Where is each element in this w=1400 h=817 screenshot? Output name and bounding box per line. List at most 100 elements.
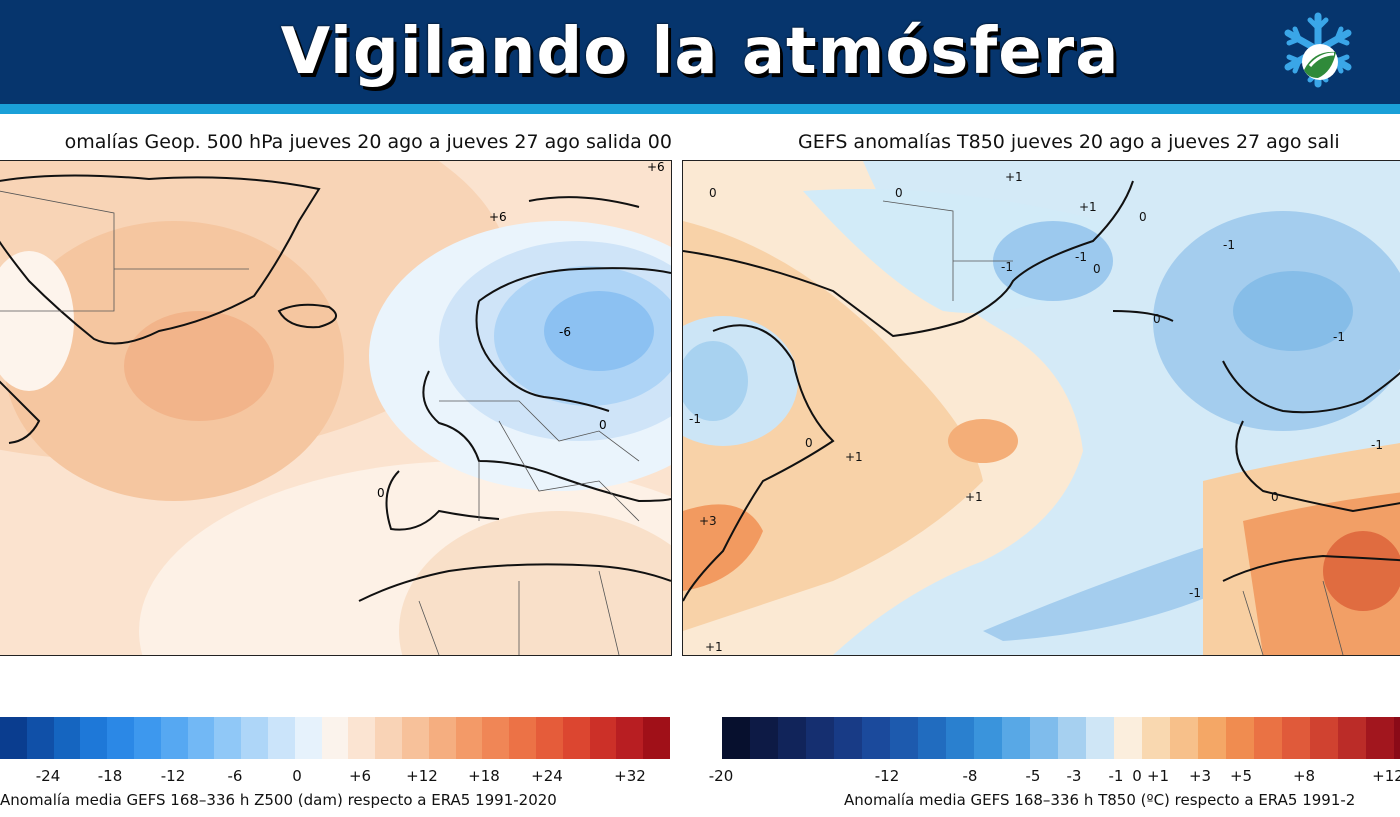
- z500-colorbar-swatch: [482, 717, 510, 759]
- t850-colorbar-swatch: [1030, 717, 1058, 759]
- left-contour-label: -6: [559, 325, 571, 339]
- right-colorbar-tick-label: +12: [1372, 767, 1400, 785]
- left-colorbar-tick-label: -12: [160, 767, 186, 785]
- right-colorbar-tick-label: -8: [962, 767, 978, 785]
- right-contour-label: +1: [845, 450, 863, 464]
- right-contour-label: -1: [1223, 238, 1235, 252]
- left-colorbar-tick-label: -18: [97, 767, 123, 785]
- site-title: Vigilando la atmósfera: [280, 15, 1120, 89]
- right-colorbar-tick-label: 0: [1132, 767, 1142, 785]
- left-colorbar-tick-label: +24: [531, 767, 563, 785]
- t850-colorbar-swatch: [1114, 717, 1142, 759]
- t850-colorbar-swatch: [806, 717, 834, 759]
- left-colorbar-tick-label: +18: [468, 767, 500, 785]
- t850-colorbar-swatch: [1142, 717, 1170, 759]
- right-contour-label: 0: [1271, 490, 1279, 504]
- t850-colorbar-swatch: [1254, 717, 1282, 759]
- t850-colorbar-swatch: [778, 717, 806, 759]
- t850-colorbar-swatch: [722, 717, 750, 759]
- z500-colorbar-swatch: [26, 717, 54, 759]
- z500-colorbar-swatch: [187, 717, 215, 759]
- left-colorbar-tick-label: 0: [292, 767, 302, 785]
- left-colorbar-tick-label: +6: [348, 767, 372, 785]
- t850-colorbar-swatch: [1058, 717, 1086, 759]
- z500-colorbar-swatch: [321, 717, 349, 759]
- z500-colorbar-swatch: [455, 717, 483, 759]
- left-colorbar-tick-label: -24: [35, 767, 61, 785]
- right-colorbar-tick-label: +1: [1146, 767, 1170, 785]
- right-contour-label: 0: [805, 436, 813, 450]
- right-colorbar-tick-label: -5: [1025, 767, 1041, 785]
- right-contour-label: 0: [1139, 210, 1147, 224]
- header-stripe: [0, 104, 1400, 114]
- t850-colorbar-swatch: [1338, 717, 1366, 759]
- right-contour-label: 0: [895, 186, 903, 200]
- right-contour-label: +1: [965, 490, 983, 504]
- z500-colorbar-swatch: [401, 717, 429, 759]
- left-colorbar-tick-label: -6: [227, 767, 243, 785]
- z500-colorbar-swatch: [133, 717, 161, 759]
- right-contour-label: -1: [1333, 330, 1345, 344]
- snowflake-mountain-icon[interactable]: [1280, 10, 1356, 90]
- t850-colorbar-swatch: [1086, 717, 1114, 759]
- right-contour-label: 0: [1093, 262, 1101, 276]
- z500-colorbar-swatch: [80, 717, 108, 759]
- right-colorbar-label: Anomalía media GEFS 168–336 h T850 (ºC) …: [844, 791, 1356, 809]
- z500-colorbar-swatch: [348, 717, 376, 759]
- z500-colorbar-swatch: [509, 717, 536, 759]
- right-contour-label: -1: [689, 412, 701, 426]
- right-contour-label: -1: [1371, 438, 1383, 452]
- right-colorbar-tick-label: -3: [1066, 767, 1082, 785]
- t850-colorbar-swatch: [1366, 717, 1394, 759]
- left-contour-label: +6: [489, 210, 507, 224]
- right-map: 0 0 +1 +1 -1 -1 0 0 -1 -1 +1 0 +1 +3 -1 …: [682, 160, 1400, 656]
- right-contour-label: +3: [699, 514, 717, 528]
- left-colorbar-label: Anomalía media GEFS 168–336 h Z500 (dam)…: [0, 791, 557, 809]
- t850-colorbar-swatch: [1170, 717, 1198, 759]
- right-contour-label: +1: [1005, 170, 1023, 184]
- z500-colorbar-swatch: [535, 717, 563, 759]
- right-panel-title: GEFS anomalías T850 jueves 20 ago a juev…: [798, 131, 1340, 153]
- left-colorbar-tick-label: +32: [614, 767, 646, 785]
- t850-colorbar-swatch: [946, 717, 974, 759]
- right-contour-label: +1: [1079, 200, 1097, 214]
- z500-colorbar-swatch: [643, 717, 670, 759]
- right-colorbar-tick-label: -20: [708, 767, 734, 785]
- right-contour-label: -1: [1001, 260, 1013, 274]
- right-contour-label: -1: [1189, 586, 1201, 600]
- site-header: [0, 0, 1400, 104]
- t850-colorbar-swatch: [890, 717, 918, 759]
- right-colorbar-tick-label: +5: [1229, 767, 1253, 785]
- right-contour-label: 0: [709, 186, 717, 200]
- t850-colorbar-swatch: [1394, 717, 1400, 759]
- right-colorbar: [722, 717, 1400, 759]
- z500-colorbar-swatch: [160, 717, 188, 759]
- right-colorbar-tick-label: +3: [1188, 767, 1212, 785]
- t850-colorbar-swatch: [1282, 717, 1310, 759]
- right-contour-label: 0: [1153, 312, 1161, 326]
- z500-colorbar-swatch: [616, 717, 644, 759]
- t850-colorbar-swatch: [974, 717, 1002, 759]
- left-colorbar-tick-label: +12: [406, 767, 438, 785]
- t850-colorbar-swatch: [834, 717, 862, 759]
- z500-colorbar-swatch: [294, 717, 322, 759]
- t850-colorbar-swatch: [1002, 717, 1030, 759]
- z500-colorbar-swatch: [241, 717, 268, 759]
- t850-colorbar-swatch: [750, 717, 778, 759]
- z500-colorbar-swatch: [562, 717, 590, 759]
- z500-colorbar-swatch: [107, 717, 134, 759]
- z500-colorbar-swatch: [214, 717, 242, 759]
- z500-colorbar-swatch: [53, 717, 81, 759]
- z500-colorbar-swatch: [589, 717, 617, 759]
- t850-colorbar-swatch: [1310, 717, 1338, 759]
- right-colorbar-tick-label: +8: [1292, 767, 1316, 785]
- z500-colorbar-swatch: [375, 717, 402, 759]
- left-contour-label: 0: [377, 486, 385, 500]
- right-contour-label: -1: [1075, 250, 1087, 264]
- z500-colorbar-swatch: [267, 717, 295, 759]
- z500-colorbar-swatch: [428, 717, 456, 759]
- left-contour-label: +6: [647, 161, 665, 174]
- t850-colorbar-swatch: [862, 717, 890, 759]
- t850-colorbar-swatch: [1226, 717, 1254, 759]
- left-contour-label: 0: [599, 418, 607, 432]
